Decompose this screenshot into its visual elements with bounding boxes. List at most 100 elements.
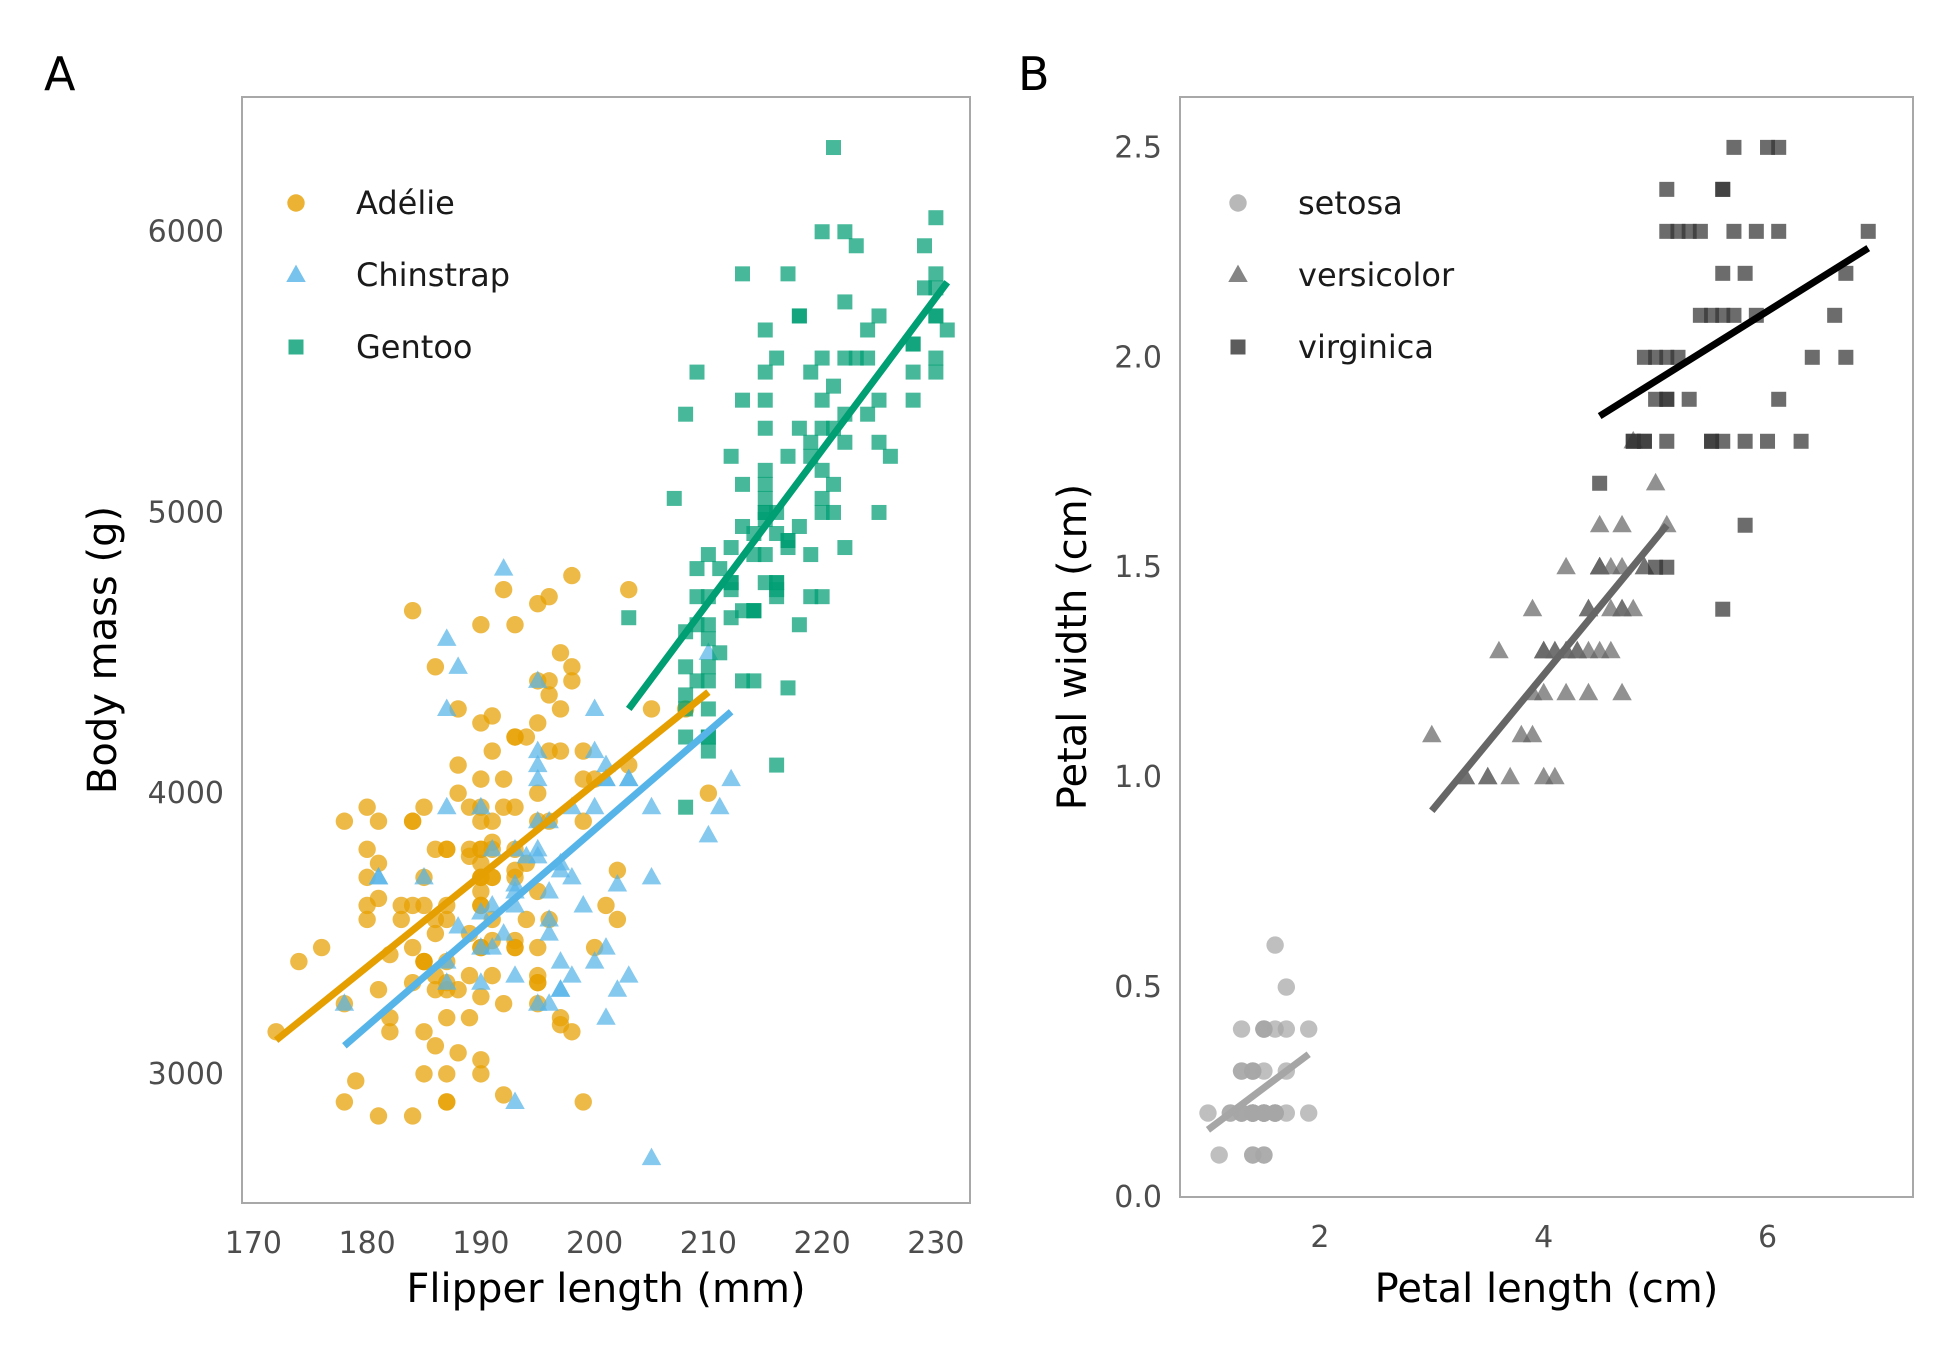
data-point: [426, 924, 445, 943]
data-point: [426, 1037, 445, 1055]
data-point: [335, 1093, 354, 1111]
data-point: [678, 799, 694, 815]
data-point: [1244, 1104, 1262, 1122]
data-point: [803, 434, 819, 450]
data-point: [449, 1044, 467, 1062]
penguin-x-tick-label: 170: [225, 1226, 282, 1261]
data-point: [641, 866, 662, 885]
data-point: [483, 707, 501, 725]
data-point: [723, 540, 739, 556]
data-point: [460, 966, 479, 985]
data-point: [529, 973, 547, 992]
data-point: [539, 923, 559, 941]
data-point: [1244, 1146, 1262, 1164]
data-point: [642, 700, 661, 718]
data-point: [562, 965, 582, 983]
data-point: [928, 210, 944, 226]
data-point: [562, 866, 582, 885]
data-point: [814, 224, 830, 240]
penguin-series-chinstrap: [334, 558, 741, 1166]
data-point: [791, 617, 807, 633]
data-point: [814, 392, 830, 408]
data-point: [721, 768, 741, 787]
data-point: [449, 784, 467, 802]
regression-line: [273, 689, 711, 1043]
data-point: [403, 896, 422, 915]
data-point: [415, 798, 433, 816]
legend-marker: [287, 194, 305, 212]
data-point: [1489, 640, 1509, 659]
data-point: [528, 754, 548, 773]
data-point: [415, 1065, 433, 1083]
data-point: [584, 796, 605, 815]
data-point: [1715, 265, 1731, 281]
data-point: [814, 350, 830, 366]
penguin-x-axis-label: Flipper length (mm): [406, 1266, 805, 1312]
data-point: [471, 972, 491, 990]
data-point: [358, 896, 376, 915]
data-point: [506, 728, 524, 746]
data-point: [472, 1065, 490, 1083]
data-point: [1589, 514, 1610, 533]
data-point: [551, 742, 570, 760]
data-point: [550, 951, 571, 969]
data-point: [369, 812, 388, 830]
data-point: [1210, 1146, 1228, 1164]
data-point: [735, 603, 750, 619]
data-point: [700, 547, 716, 563]
data-point: [539, 880, 559, 899]
data-point: [882, 448, 898, 464]
data-point: [678, 729, 694, 745]
data-point: [837, 294, 853, 310]
data-point: [769, 350, 785, 366]
data-point: [712, 561, 728, 577]
data-point: [928, 308, 944, 324]
data-point: [1771, 223, 1787, 239]
data-point: [928, 266, 944, 282]
data-point: [563, 566, 581, 585]
data-point: [1636, 349, 1652, 365]
data-point: [438, 1093, 456, 1111]
data-point: [814, 589, 830, 605]
data-point: [1737, 517, 1753, 533]
data-point: [381, 1023, 399, 1041]
iris-x-tick-label: 6: [1758, 1220, 1777, 1255]
panel-a-label: A: [44, 47, 76, 101]
data-point: [871, 504, 887, 520]
data-point: [678, 687, 694, 703]
data-point: [573, 895, 593, 913]
data-point: [472, 616, 490, 634]
data-point: [1659, 433, 1675, 449]
data-point: [757, 476, 773, 492]
data-point: [780, 448, 796, 464]
data-point: [426, 658, 445, 676]
data-point: [493, 923, 514, 941]
data-point: [483, 742, 501, 760]
data-point: [1556, 682, 1576, 701]
iris-x-tick-label: 4: [1534, 1220, 1553, 1255]
data-point: [1589, 556, 1610, 575]
data-point: [769, 526, 785, 542]
data-point: [735, 266, 750, 282]
penguin-y-axis-label: Body mass (g): [80, 506, 126, 794]
data-point: [803, 547, 819, 563]
data-point: [482, 937, 502, 955]
data-point: [505, 1091, 525, 1110]
data-point: [1533, 682, 1554, 701]
data-point: [746, 673, 762, 689]
data-point: [1255, 1020, 1273, 1038]
data-point: [608, 861, 627, 880]
data-point: [1299, 1020, 1318, 1038]
data-point: [1422, 724, 1442, 743]
data-point: [735, 518, 750, 534]
data-point: [438, 840, 456, 859]
data-point: [369, 980, 388, 999]
data-point: [1860, 223, 1876, 239]
data-point: [905, 364, 921, 380]
data-point: [699, 784, 718, 802]
penguin-x-tick-label: 200: [566, 1226, 623, 1261]
data-point: [607, 873, 628, 892]
data-point: [369, 1107, 388, 1125]
data-point: [437, 972, 457, 990]
data-point: [698, 824, 719, 843]
